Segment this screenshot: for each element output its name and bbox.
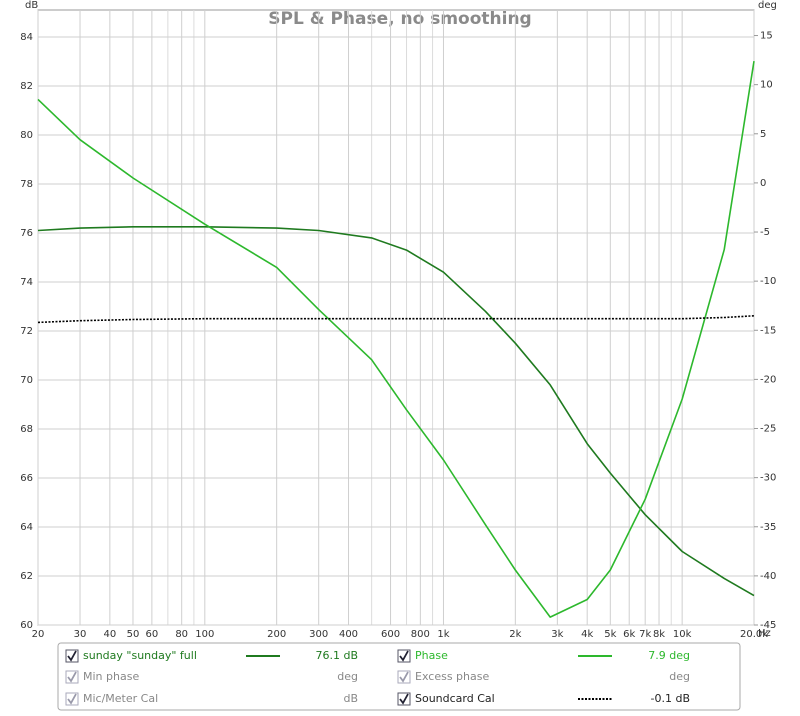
legend-readout: deg	[669, 670, 690, 683]
x-tick-label: 6k	[623, 629, 635, 640]
legend-label: Mic/Meter Cal	[83, 692, 158, 705]
x-tick-label: 300	[309, 629, 328, 640]
x-tick-label: 2k	[509, 629, 521, 640]
y2-tick-label: 0	[760, 178, 766, 189]
legend-readout: 76.1 dB	[315, 649, 358, 662]
legend-readout: 7.9 deg	[648, 649, 690, 662]
x-tick-label: 100	[195, 629, 214, 640]
legend-readout: deg	[337, 670, 358, 683]
x-tick-label: 200	[267, 629, 286, 640]
y2-tick-label: -5	[760, 227, 770, 238]
x-tick-label: 5k	[604, 629, 616, 640]
x-axis-label: Hz	[758, 628, 771, 639]
y-tick-label: 78	[20, 179, 33, 190]
y-tick-label: 72	[20, 326, 33, 337]
checkbox-tick[interactable]	[399, 671, 409, 683]
y-tick-label: 60	[20, 620, 33, 631]
x-tick-label: 600	[381, 629, 400, 640]
x-tick-label: 40	[103, 629, 116, 640]
y-tick-label: 64	[20, 522, 33, 533]
series-line	[37, 60, 755, 618]
y-tick-label: 66	[20, 473, 33, 484]
y2-tick-label: -25	[760, 424, 776, 435]
y-tick-label: 62	[20, 571, 33, 582]
x-tick-label: 400	[339, 629, 358, 640]
y2-tick-label: -40	[760, 571, 776, 582]
chart-title: SPL & Phase, no smoothing	[268, 9, 531, 29]
x-tick-label: 1k	[437, 629, 449, 640]
legend-readout: dB	[343, 692, 358, 705]
y-tick-label: 68	[20, 424, 33, 435]
y2-axis-label: deg	[758, 0, 777, 11]
y-tick-label: 76	[20, 228, 33, 239]
x-tick-label: 8k	[653, 629, 665, 640]
y2-tick-label: -20	[760, 374, 776, 385]
legend-label: Soundcard Cal	[415, 692, 495, 705]
x-tick-label: 20.0k	[740, 629, 768, 640]
x-tick-label: 800	[411, 629, 430, 640]
legend-label: sunday "sunday" full	[83, 649, 197, 662]
x-tick-label: 3k	[551, 629, 563, 640]
plot-area	[37, 9, 755, 626]
y2-tick-label: -10	[760, 276, 776, 287]
x-tick-label: 20	[32, 629, 45, 640]
x-tick-label: 30	[74, 629, 87, 640]
checkbox-tick[interactable]	[399, 650, 409, 662]
x-tick-label: 50	[127, 629, 140, 640]
x-tick-label: 7k	[639, 629, 651, 640]
y2-tick-label: -35	[760, 522, 776, 533]
legend-readout: -0.1 dB	[651, 692, 691, 705]
checkbox-tick[interactable]	[67, 693, 77, 705]
checkbox-tick[interactable]	[67, 650, 77, 662]
x-tick-label: 80	[175, 629, 188, 640]
checkbox-tick[interactable]	[399, 693, 409, 705]
series-line	[37, 226, 755, 597]
y-tick-label: 74	[20, 277, 33, 288]
y-axis-label: dB	[25, 0, 38, 11]
y2-tick-label: 10	[760, 80, 773, 91]
y-tick-label: 80	[20, 130, 33, 141]
series-line	[37, 315, 755, 324]
x-tick-label: 10k	[673, 629, 692, 640]
x-tick-label: 60	[146, 629, 159, 640]
legend-label: Excess phase	[415, 670, 489, 683]
legend-label: Min phase	[83, 670, 139, 683]
x-tick-label: 4k	[581, 629, 593, 640]
y2-tick-label: -30	[760, 473, 776, 484]
y-tick-label: 70	[20, 375, 33, 386]
y2-tick-label: 15	[760, 31, 773, 42]
y2-tick-label: 5	[760, 129, 766, 140]
y2-tick-label: -15	[760, 325, 776, 336]
y-tick-label: 84	[20, 32, 33, 43]
checkbox-tick[interactable]	[67, 671, 77, 683]
y2-tick-label: -45	[760, 620, 776, 631]
legend-label: Phase	[415, 649, 448, 662]
y-tick-label: 82	[20, 81, 33, 92]
